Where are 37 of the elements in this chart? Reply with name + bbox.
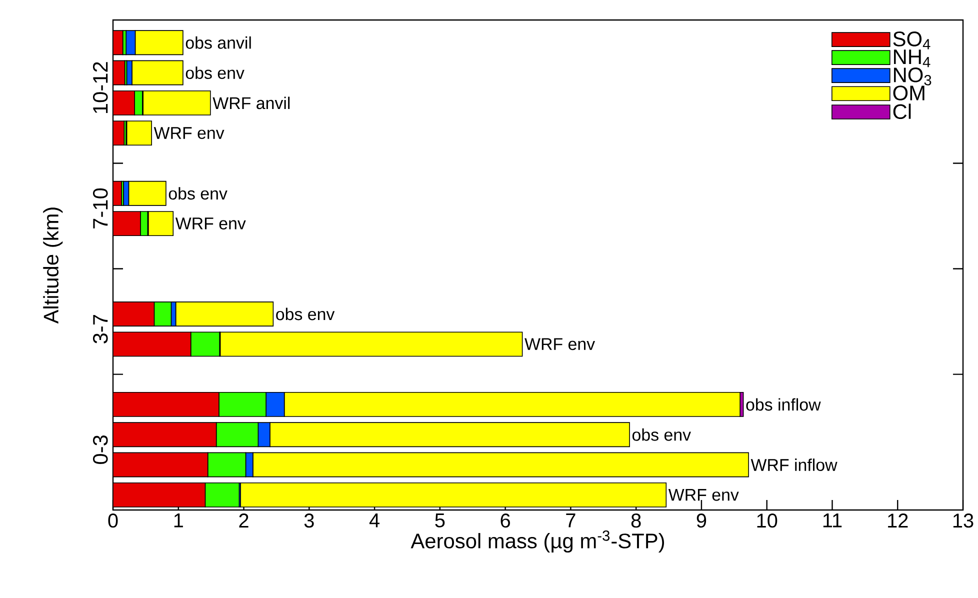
text: 0-3 (92, 436, 108, 464)
x-tick-label: 12 (888, 514, 908, 528)
x-axis-title: Aerosol mass (µg m$^{-3}$-STP) (410, 530, 664, 553)
legend-label: OM (893, 86, 924, 100)
x-tick-label: 8 (631, 514, 641, 528)
y-tick-label: WRF env (154, 127, 224, 139)
y-tick-label: obs env (168, 187, 228, 200)
x-tick-label: 3 (304, 514, 314, 528)
y-tick-label: WRF env (524, 338, 596, 350)
y-tick-label: obs env (186, 66, 244, 79)
x-tick-label: 2 (239, 514, 248, 528)
x-tick-label: 0 (108, 514, 118, 528)
text: 3-7 (92, 315, 108, 344)
x-tick-label: 13 (953, 514, 974, 528)
x-tick-label: 5 (435, 514, 445, 528)
y-axis-title: Altitude (km) (43, 208, 63, 324)
x-tick-label: 10 (757, 514, 778, 528)
legend-label: NH$_{4}$ (894, 50, 930, 68)
y-tick-label: obs inflow (746, 398, 821, 411)
x-tick-label: 6 (500, 514, 510, 528)
y-tick-label: obs env (632, 428, 691, 441)
text: 10-12 (92, 62, 108, 114)
y-tick-label: WRF inflow (750, 458, 838, 471)
legend-label: Cl (893, 104, 911, 120)
text: 7-10 (92, 188, 108, 228)
x-tick-label: 9 (696, 514, 706, 528)
x-tick-label: 7 (566, 514, 576, 528)
y-tick-label: obs env (276, 308, 335, 320)
x-tick-label: 11 (823, 514, 842, 528)
y-tick-label: obs anvil (186, 36, 251, 49)
legend-label: SO$_{4}$ (893, 32, 930, 50)
x-tick-label: 1 (174, 514, 183, 528)
y-tick-label: WRF anvil (212, 96, 290, 110)
legend-label: NO$_{3}$ (894, 67, 932, 86)
x-tick-label: 4 (369, 514, 380, 528)
y-tick-label: WRF env (668, 489, 739, 501)
y-tick-label: WRF env (175, 218, 246, 230)
